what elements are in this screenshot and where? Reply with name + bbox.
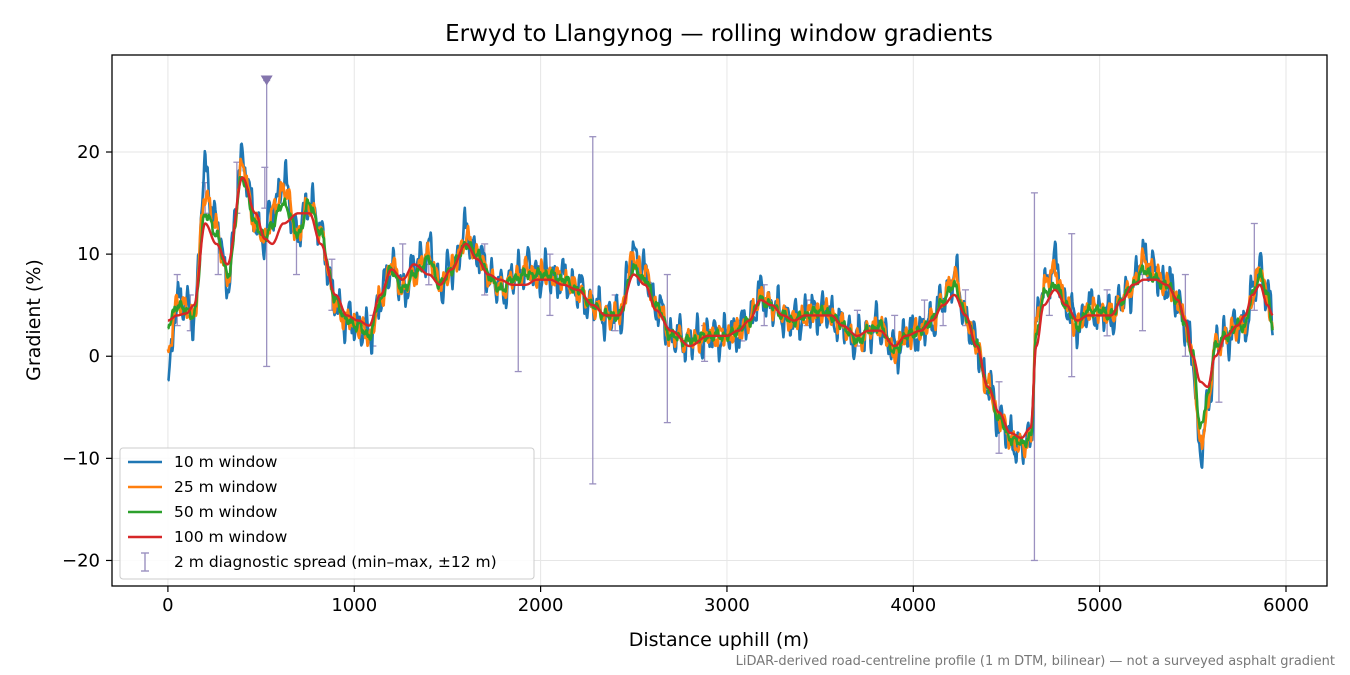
legend-label-100m: 100 m window [174, 528, 288, 546]
x-tick-label: 3000 [704, 595, 750, 616]
legend-swatch-spread [141, 552, 149, 572]
x-axis-label: Distance uphill (m) [629, 629, 809, 651]
legend-label-spread: 2 m diagnostic spread (min–max, ±12 m) [174, 553, 497, 571]
x-tick-label: 5000 [1077, 595, 1123, 616]
legend: 10 m window 25 m window 50 m window 100 … [119, 447, 535, 580]
legend-box [119, 447, 535, 580]
y-tick-label: 0 [89, 346, 100, 367]
legend-label-10m: 10 m window [174, 453, 278, 471]
x-tick-label: 0 [162, 595, 173, 616]
x-tick-label: 6000 [1263, 595, 1309, 616]
y-tick-label: 20 [77, 142, 100, 163]
series-lines [166, 142, 1274, 469]
series-line [167, 142, 1274, 469]
legend-label-25m: 25 m window [174, 478, 278, 496]
legend-label-50m: 50 m window [174, 503, 278, 521]
x-tick-label: 4000 [890, 595, 936, 616]
y-axis-label: Gradient (%) [23, 259, 45, 381]
spread-bar [663, 273, 671, 424]
y-tick-label: −10 [62, 448, 100, 469]
off-scale-marker [260, 75, 273, 86]
y-axis-ticks: −20 −10 0 10 20 [62, 142, 112, 571]
y-tick-label: 10 [77, 244, 100, 265]
off-scale-markers [260, 75, 273, 86]
series-line [167, 176, 1274, 440]
plot-frame [111, 54, 1328, 587]
x-axis-ticks: 0 1000 2000 3000 4000 5000 6000 [162, 586, 1309, 616]
x-tick-label: 1000 [331, 595, 377, 616]
footnote: LiDAR-derived road-centreline profile (1… [736, 654, 1335, 669]
y-tick-label: −20 [62, 550, 100, 571]
chart-title: Erwyd to Llangynog — rolling window grad… [445, 21, 993, 47]
x-tick-label: 2000 [518, 595, 564, 616]
series-line [166, 157, 1274, 459]
